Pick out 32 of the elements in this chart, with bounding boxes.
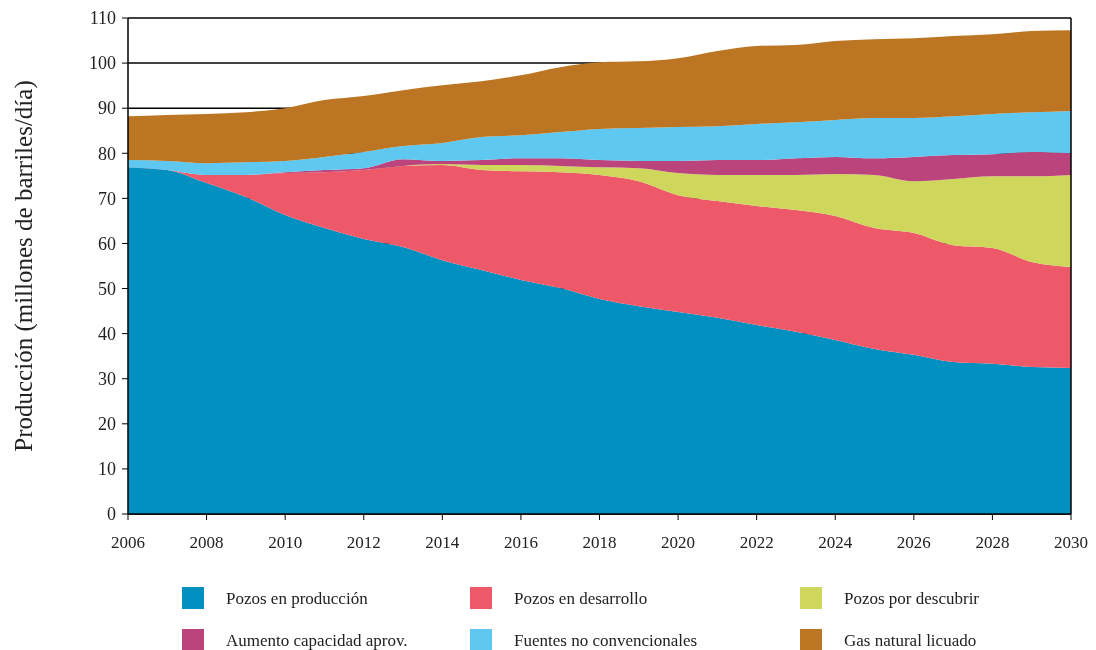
x-tick-label: 2014 [425,533,460,552]
x-tick-label: 2012 [346,533,381,552]
y-tick-label: 60 [98,233,116,254]
x-tick-label: 2018 [582,533,617,552]
legend-label: Aumento capacidad aprov. [226,630,408,650]
x-tick-label: 2030 [1054,533,1088,552]
x-tick-label: 2008 [189,533,224,552]
y-tick-label: 30 [98,369,116,390]
x-tick-label: 2028 [975,533,1010,552]
x-tick-label: 2006 [111,533,145,552]
legend-label: Pozos en desarrollo [514,588,648,608]
y-tick-label: 90 [98,98,116,119]
y-tick-label: 100 [89,53,116,74]
y-tick-label: 20 [98,414,116,435]
y-tick-label: 80 [98,143,116,164]
y-tick-label: 70 [98,188,116,209]
x-tick-label: 2022 [739,533,774,552]
x-tick-label: 2020 [661,533,696,552]
y-tick-label: 110 [89,8,116,29]
legend-label: Pozos en producción [226,588,369,608]
y-tick-label: 50 [98,278,116,299]
x-tick-label: 2026 [896,533,931,552]
x-tick-label: 2016 [503,533,538,552]
y-axis-title: Producción (millones de barriles/día) [10,80,38,452]
x-tick-label: 2010 [268,533,303,552]
legend-label: Pozos por descubrir [844,588,980,608]
legend-label: Gas natural licuado [844,630,977,650]
y-tick-label: 10 [98,459,116,480]
y-tick-label: 0 [107,504,116,525]
legend-label: Fuentes no convencionales [514,630,698,650]
x-tick-label: 2024 [818,533,853,552]
y-tick-label: 40 [98,323,116,344]
